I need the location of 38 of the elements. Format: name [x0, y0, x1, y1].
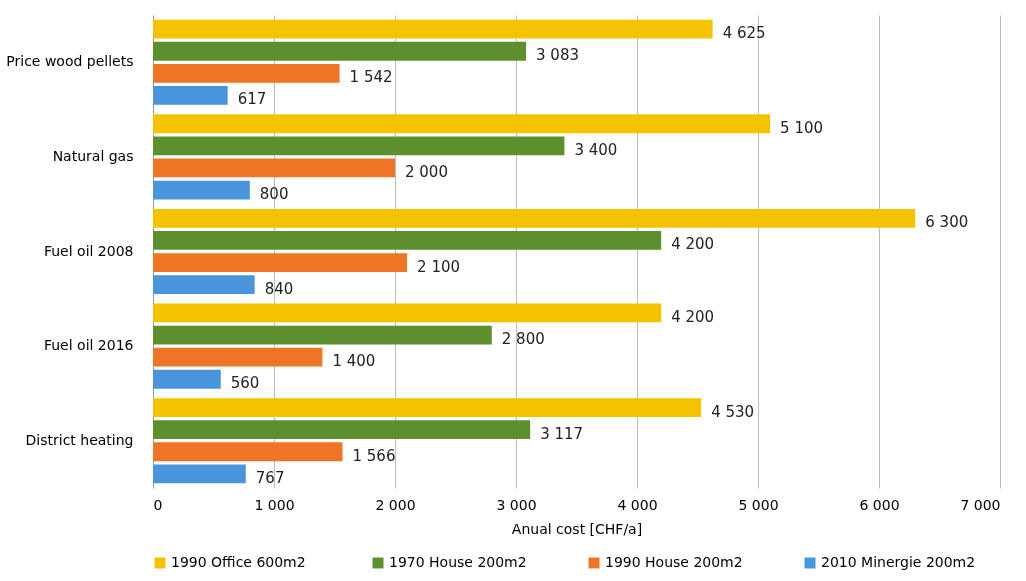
y-tick-label: Natural gas	[52, 147, 134, 164]
data-label: 1 400	[332, 352, 376, 371]
y-tick-label: Fuel oil 2008	[43, 242, 134, 259]
legend-label: 2010 Minergie 200m2	[821, 554, 976, 570]
data-label: 6 300	[925, 213, 969, 232]
data-label: 617	[237, 90, 267, 109]
data-label: 4 200	[671, 307, 715, 326]
x-tick-label: 2 000	[375, 496, 416, 513]
legend-label: 1990 Office 600m2	[171, 554, 306, 570]
data-label: 3 083	[536, 46, 579, 65]
data-label: 800	[259, 185, 289, 204]
data-label: 4 200	[671, 235, 715, 254]
legend-label: 1990 House 200m2	[605, 554, 743, 570]
legend-label: 1970 House 200m2	[389, 554, 527, 570]
x-tick-label: 4 000	[617, 496, 658, 513]
y-tick-label: Price wood pellets	[6, 53, 134, 70]
x-tick-label: 3 000	[496, 496, 537, 513]
x-tick-label: 6 000	[859, 496, 900, 513]
data-label: 1 542	[349, 68, 393, 87]
data-label: 3 400	[574, 140, 618, 159]
x-tick-label: 1 000	[254, 496, 295, 513]
data-label: 1 566	[352, 446, 396, 465]
x-tick-label: 5 000	[738, 496, 779, 513]
x-tick-label: 0	[153, 496, 163, 513]
data-label: 2 800	[501, 330, 545, 349]
data-label: 5 100	[780, 118, 824, 137]
data-label: 2 000	[405, 162, 448, 181]
data-label: 767	[255, 468, 285, 487]
data-label: 840	[264, 279, 294, 298]
data-label: 2 100	[417, 257, 461, 276]
data-label: 4 530	[711, 402, 755, 421]
y-tick-label: District heating	[25, 431, 134, 448]
data-label: 3 117	[540, 424, 584, 443]
x-axis-title: Anual cost [CHF/a]	[511, 520, 643, 537]
data-label: 560	[230, 374, 260, 393]
x-tick-label: 7 000	[960, 496, 1001, 513]
data-label: 4 625	[722, 24, 766, 43]
y-tick-label: Fuel oil 2016	[43, 337, 134, 354]
